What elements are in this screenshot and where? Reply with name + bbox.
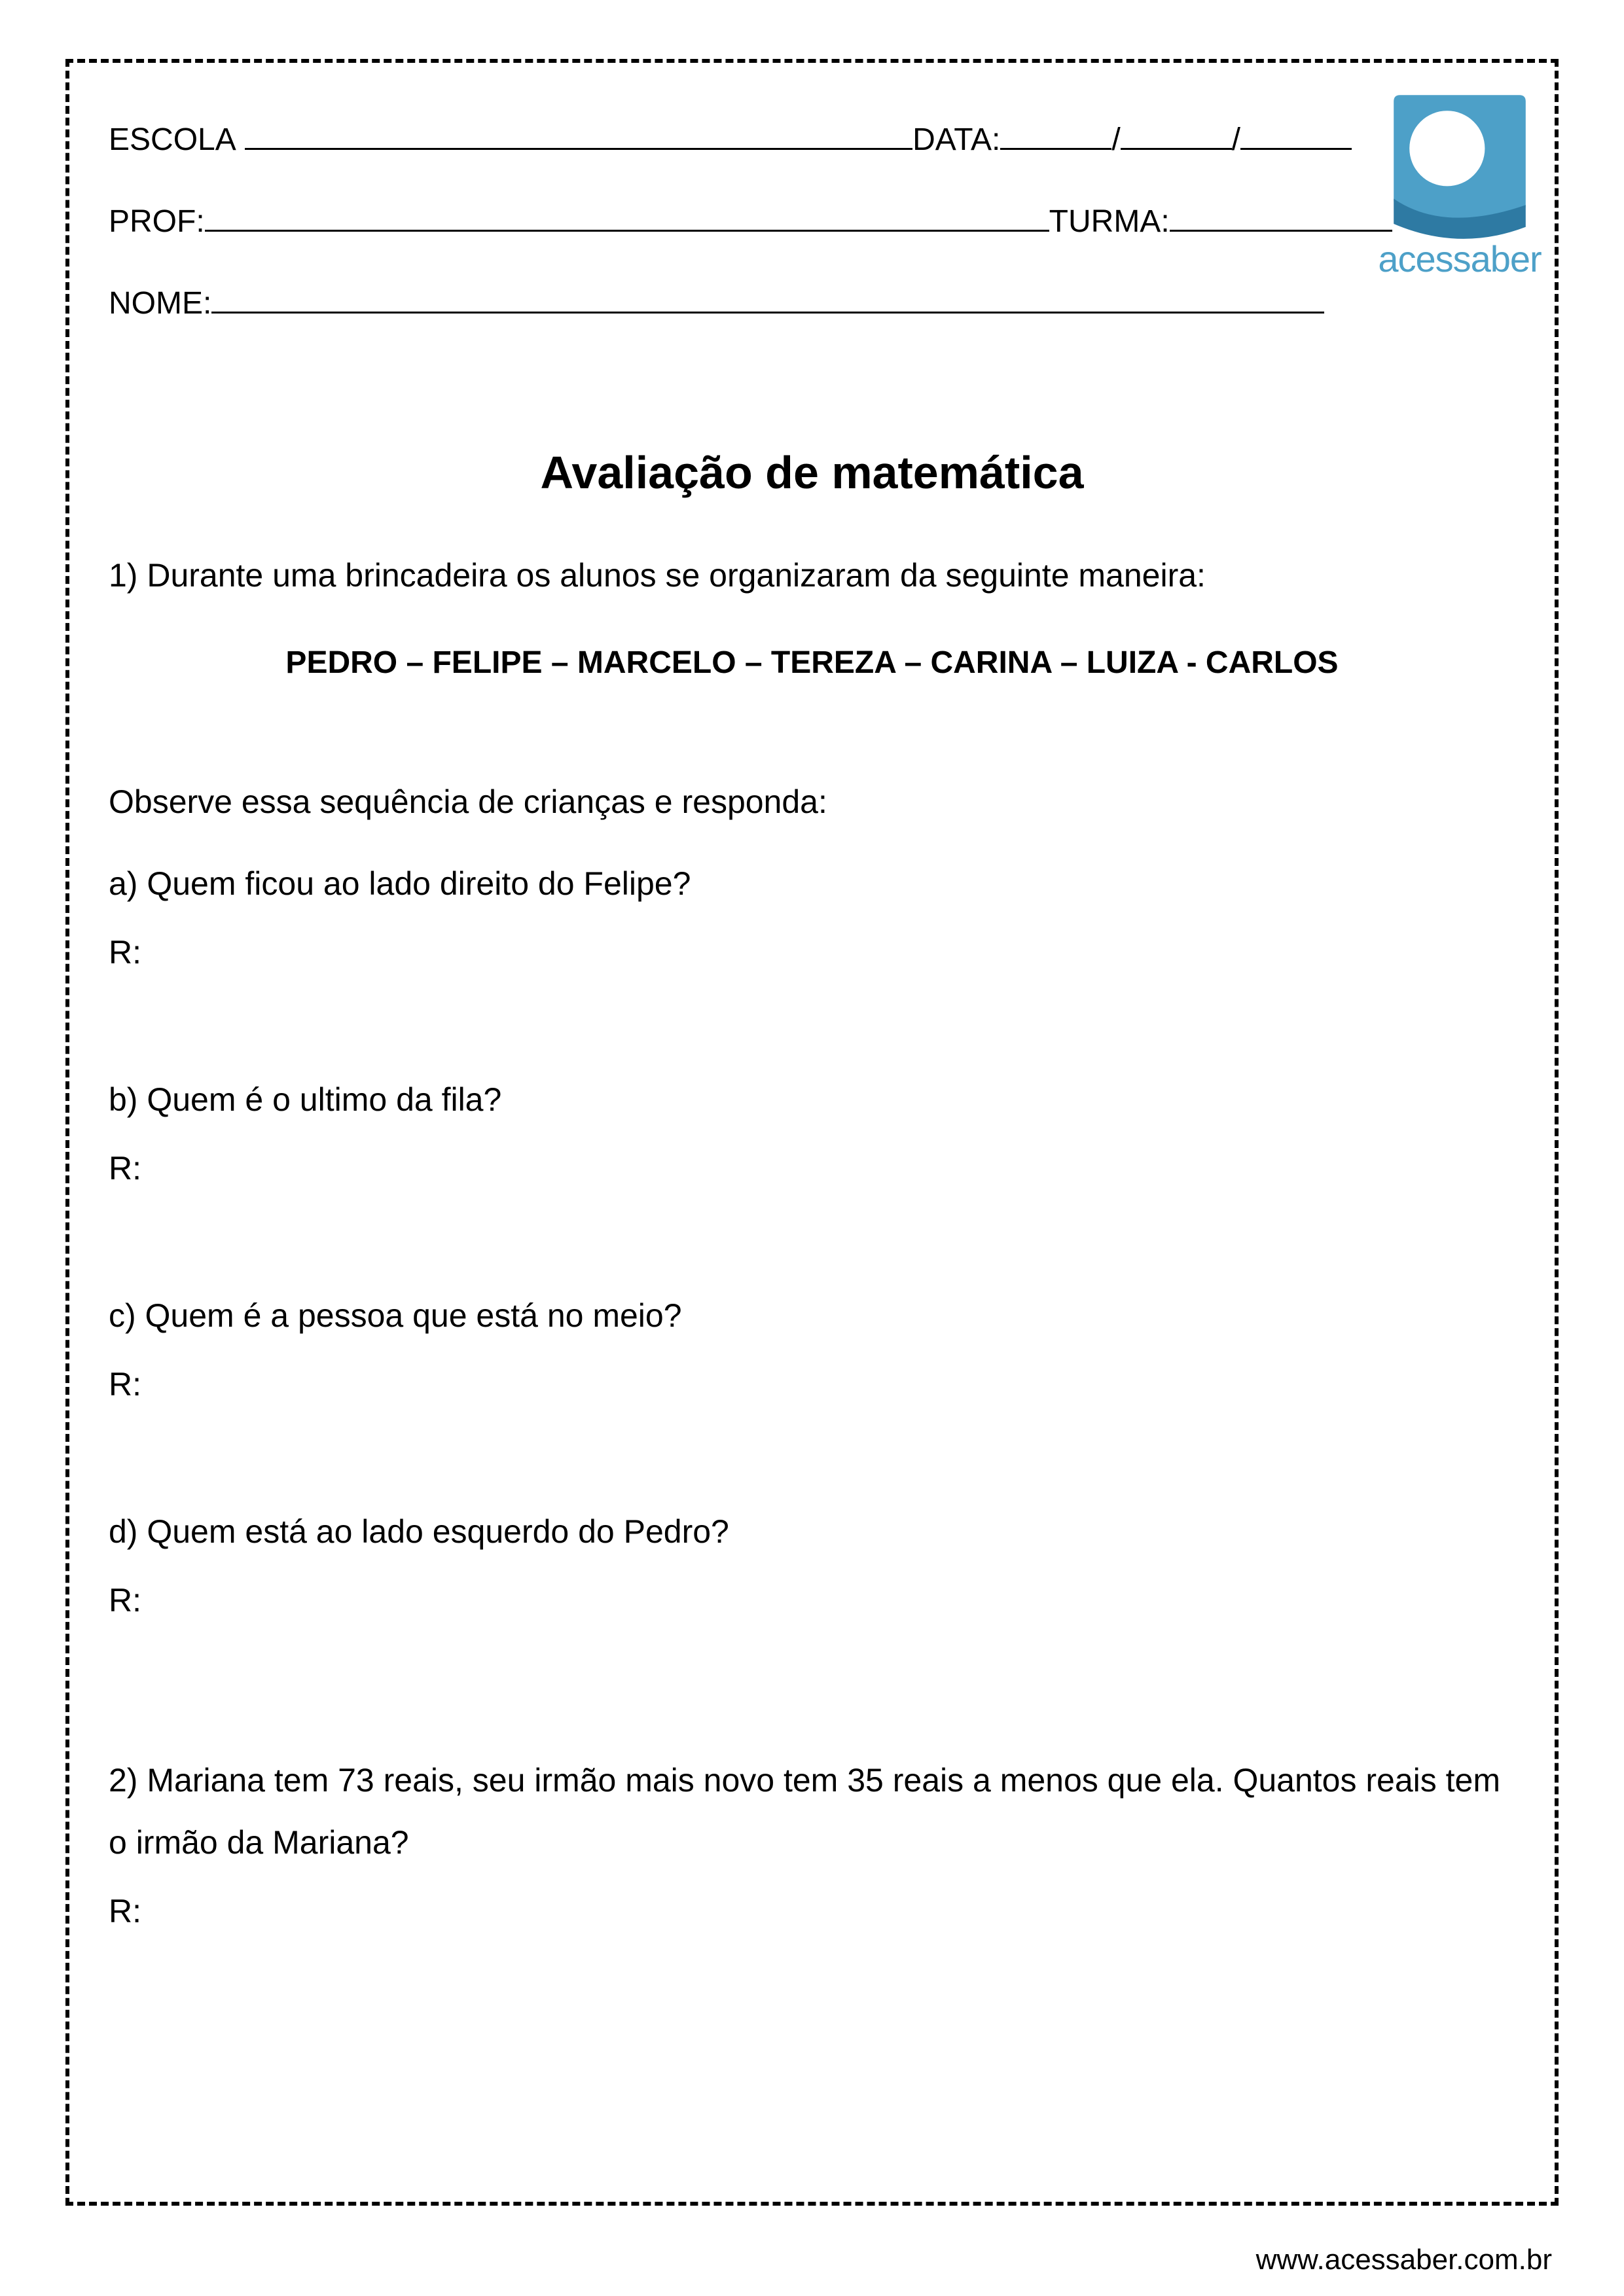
prof-blank[interactable] <box>205 200 1049 232</box>
data-year-blank[interactable] <box>1240 118 1352 150</box>
row-prof-turma: PROF: TURMA: <box>109 184 1515 259</box>
q1d-response[interactable]: R: <box>109 1570 1515 1632</box>
worksheet-title: Avaliação de matemática <box>109 446 1515 499</box>
q1b: b) Quem é o ultimo da fila? <box>109 1069 1515 1131</box>
q1a: a) Quem ficou ao lado direito do Felipe? <box>109 853 1515 915</box>
q1-names-sequence: PEDRO – FELIPE – MARCELO – TEREZA – CARI… <box>109 633 1515 692</box>
escola-label: ESCOLA <box>109 102 236 177</box>
row-escola-data: ESCOLA DATA: / / <box>109 102 1515 177</box>
nome-label: NOME: <box>109 266 211 341</box>
q1b-response[interactable]: R: <box>109 1138 1515 1200</box>
q1-observe: Observe essa sequência de crianças e res… <box>109 771 1515 833</box>
q1d: d) Quem está ao lado esquerdo do Pedro? <box>109 1501 1515 1563</box>
q1c-response[interactable]: R: <box>109 1354 1515 1416</box>
header-fields: ESCOLA DATA: / / PROF: TURMA: NOME: <box>109 102 1515 342</box>
brand-text: acessaber <box>1358 238 1561 280</box>
q1-intro: 1) Durante uma brincadeira os alunos se … <box>109 545 1515 607</box>
worksheet-body: 1) Durante uma brincadeira os alunos se … <box>109 545 1515 1943</box>
escola-blank[interactable] <box>245 118 912 150</box>
footer-url: www.acessaber.com.br <box>1256 2244 1552 2276</box>
content-frame: acessaber ESCOLA DATA: / / PROF: TURMA: <box>65 59 1559 2206</box>
row-nome: NOME: <box>109 266 1515 341</box>
date-slash-2: / <box>1232 102 1240 177</box>
data-label: DATA: <box>912 102 1000 177</box>
date-slash-1: / <box>1111 102 1120 177</box>
nome-blank[interactable] <box>211 282 1324 314</box>
prof-label: PROF: <box>109 184 205 259</box>
data-month-blank[interactable] <box>1121 118 1232 150</box>
brand-logo: acessaber <box>1358 82 1561 280</box>
q1a-response[interactable]: R: <box>109 922 1515 984</box>
turma-label: TURMA: <box>1049 184 1170 259</box>
q2-text: 2) Mariana tem 73 reais, seu irmão mais … <box>109 1749 1515 1874</box>
data-day-blank[interactable] <box>1000 118 1111 150</box>
q1c: c) Quem é a pessoa que está no meio? <box>109 1285 1515 1347</box>
q2-response[interactable]: R: <box>109 1880 1515 1943</box>
worksheet-page: acessaber ESCOLA DATA: / / PROF: TURMA: <box>0 0 1624 2296</box>
logo-mark-icon <box>1381 82 1538 240</box>
